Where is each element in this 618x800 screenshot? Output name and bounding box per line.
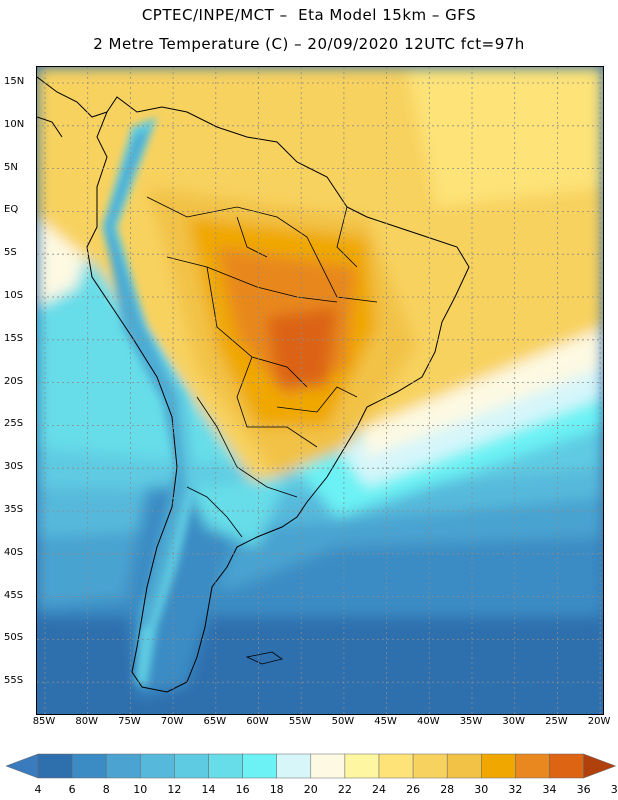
lat-label: 40S bbox=[4, 546, 24, 558]
colorbar-over-arrow bbox=[583, 753, 617, 779]
colorbar-label: 4 bbox=[34, 783, 42, 796]
lon-label: 60W bbox=[246, 716, 269, 727]
colorbar-label: 6 bbox=[68, 783, 76, 796]
lon-label: 75W bbox=[118, 716, 141, 727]
colorbar-cell bbox=[515, 753, 550, 779]
colorbar-label: 32 bbox=[508, 783, 523, 796]
colorbar-label: 16 bbox=[235, 783, 250, 796]
colorbar-cell bbox=[412, 753, 448, 779]
lat-label: 5N bbox=[4, 161, 18, 173]
chart-subtitle: 2 Metre Temperature (C) – 20/09/2020 12U… bbox=[93, 35, 525, 53]
falkland-islands bbox=[245, 651, 283, 665]
colorbar-label: 38 bbox=[610, 783, 618, 796]
lat-label: 55S bbox=[4, 675, 24, 687]
lon-label: 80W bbox=[75, 716, 98, 727]
colorbar-under-arrow bbox=[5, 753, 39, 779]
lat-label: 50S bbox=[4, 632, 24, 644]
colorbar-label: 14 bbox=[201, 783, 216, 796]
lat-label: EQ bbox=[4, 204, 19, 216]
lat-label: 15S bbox=[4, 332, 24, 344]
andes-ridge bbox=[102, 117, 197, 687]
colorbar-label: 28 bbox=[440, 783, 455, 796]
colorbar-cell bbox=[208, 753, 243, 779]
colorbar-cell bbox=[310, 753, 346, 779]
colorbar-label: 24 bbox=[372, 783, 386, 796]
lat-label: 45S bbox=[4, 589, 24, 601]
lat-label: 35S bbox=[4, 504, 24, 515]
colorbar-label: 12 bbox=[167, 783, 182, 796]
lon-label: 40W bbox=[416, 716, 440, 727]
colorbar-cell bbox=[446, 753, 482, 779]
lat-label: 5S bbox=[4, 247, 17, 259]
colorbar-label: 20 bbox=[303, 783, 318, 796]
lon-label: 65W bbox=[203, 716, 227, 727]
map-canvas bbox=[37, 67, 603, 714]
lon-label: 50W bbox=[331, 716, 355, 727]
gridlines bbox=[37, 67, 603, 714]
lat-label: 15N bbox=[4, 76, 25, 87]
colorbar-label: 10 bbox=[133, 783, 148, 796]
colorbar-cell bbox=[481, 753, 516, 779]
colorbar-cell bbox=[549, 753, 584, 779]
colorbar-cell bbox=[276, 753, 312, 779]
colorbar-cell bbox=[140, 753, 175, 779]
colorbar-cell bbox=[105, 753, 141, 779]
lat-label: 25S bbox=[4, 418, 24, 430]
colorbar-cell bbox=[378, 753, 414, 779]
lat-label: 10S bbox=[4, 290, 24, 301]
colorbar-cell bbox=[242, 753, 277, 779]
central-america-coastline bbox=[37, 76, 108, 138]
lon-label: 25W bbox=[545, 716, 568, 727]
lon-label: 35W bbox=[459, 716, 483, 727]
lat-label: 10N bbox=[4, 118, 25, 130]
lon-label: 85W bbox=[32, 716, 56, 727]
colorbar-label: 8 bbox=[102, 783, 110, 796]
colorbar bbox=[5, 753, 617, 779]
lon-label: 55W bbox=[288, 716, 312, 727]
colorbar-label: 36 bbox=[576, 783, 591, 796]
colorbar-label: 26 bbox=[406, 783, 421, 796]
colorbar-label: 18 bbox=[269, 783, 284, 796]
colorbar-cell bbox=[174, 753, 209, 779]
colorbar-cell bbox=[37, 753, 73, 779]
lon-label: 30W bbox=[502, 716, 525, 727]
chart-title: CPTEC/INPE/MCT – Eta Model 15km – GFS bbox=[141, 6, 477, 24]
temperature-map bbox=[36, 66, 604, 715]
colorbar-cell bbox=[344, 753, 380, 779]
colorbar-cell bbox=[71, 753, 107, 779]
colorbar-label: 34 bbox=[542, 783, 557, 796]
lat-label: 20S bbox=[4, 375, 24, 387]
lon-label: 70W bbox=[160, 716, 184, 727]
lon-label: 45W bbox=[374, 716, 397, 727]
lon-label: 20W bbox=[587, 716, 611, 727]
colorbar-label: 30 bbox=[474, 783, 489, 796]
colorbar-label: 22 bbox=[337, 783, 352, 796]
lat-label: 30S bbox=[4, 461, 24, 473]
